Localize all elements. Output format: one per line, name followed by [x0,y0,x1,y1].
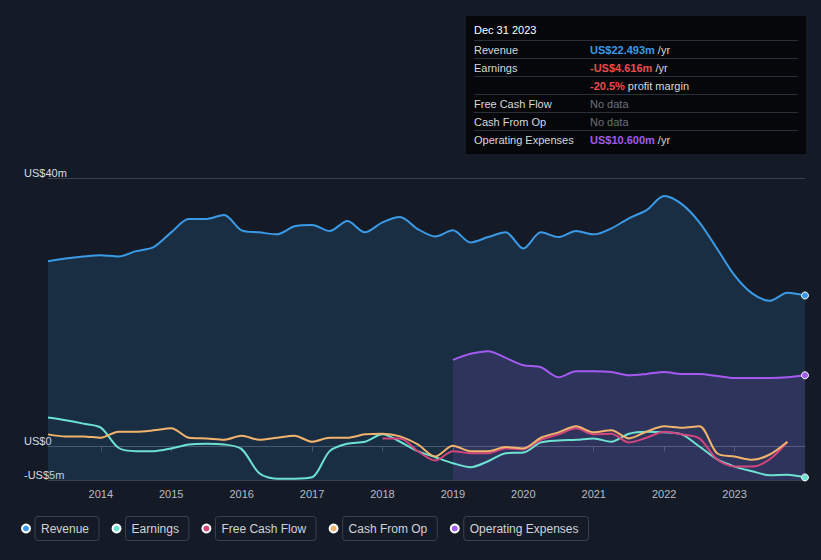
svg-text:Free Cash Flow: Free Cash Flow [221,522,306,536]
svg-text:2016: 2016 [229,488,253,500]
svg-text:-US$5m: -US$5m [24,468,65,481]
html-text:Free Cash Flow: Free Cash Flow [474,98,552,110]
svg-text:2014: 2014 [89,488,113,500]
svg-text:2019: 2019 [441,488,465,500]
svg-text:Cash From Op: Cash From Op [349,522,428,536]
svg-text:Earnings: Earnings [132,522,179,536]
svg-text:2022: 2022 [652,488,676,500]
html-text:-US$4.616m /yr: -US$4.616m /yr [590,62,668,74]
svg-text:2015: 2015 [159,488,183,500]
svg-text:2023: 2023 [722,488,746,500]
html-text:Revenue: Revenue [474,44,518,56]
svg-text:US$40m: US$40m [24,167,67,179]
html-text:No data: No data [590,98,629,110]
html-text:US$22.493m /yr: US$22.493m /yr [590,44,671,56]
html-text:Dec 31 2023: Dec 31 2023 [474,24,537,36]
svg-text:2018: 2018 [370,488,394,500]
svg-text:2021: 2021 [582,488,606,500]
html-text:US$10.600m /yr: US$10.600m /yr [590,134,671,146]
html-text:No data: No data [590,116,629,128]
svg-text:2017: 2017 [300,488,324,500]
svg-text:Revenue: Revenue [41,522,89,536]
svg-text:2020: 2020 [511,488,535,500]
html-text:Earnings: Earnings [474,62,518,74]
svg-text:Operating Expenses: Operating Expenses [470,522,579,536]
svg-text:US$0: US$0 [24,435,52,447]
html-text:Cash From Op: Cash From Op [474,116,547,128]
html-text:-20.5% profit margin: -20.5% profit margin [590,80,689,92]
html-text:Operating Expenses: Operating Expenses [474,134,574,146]
